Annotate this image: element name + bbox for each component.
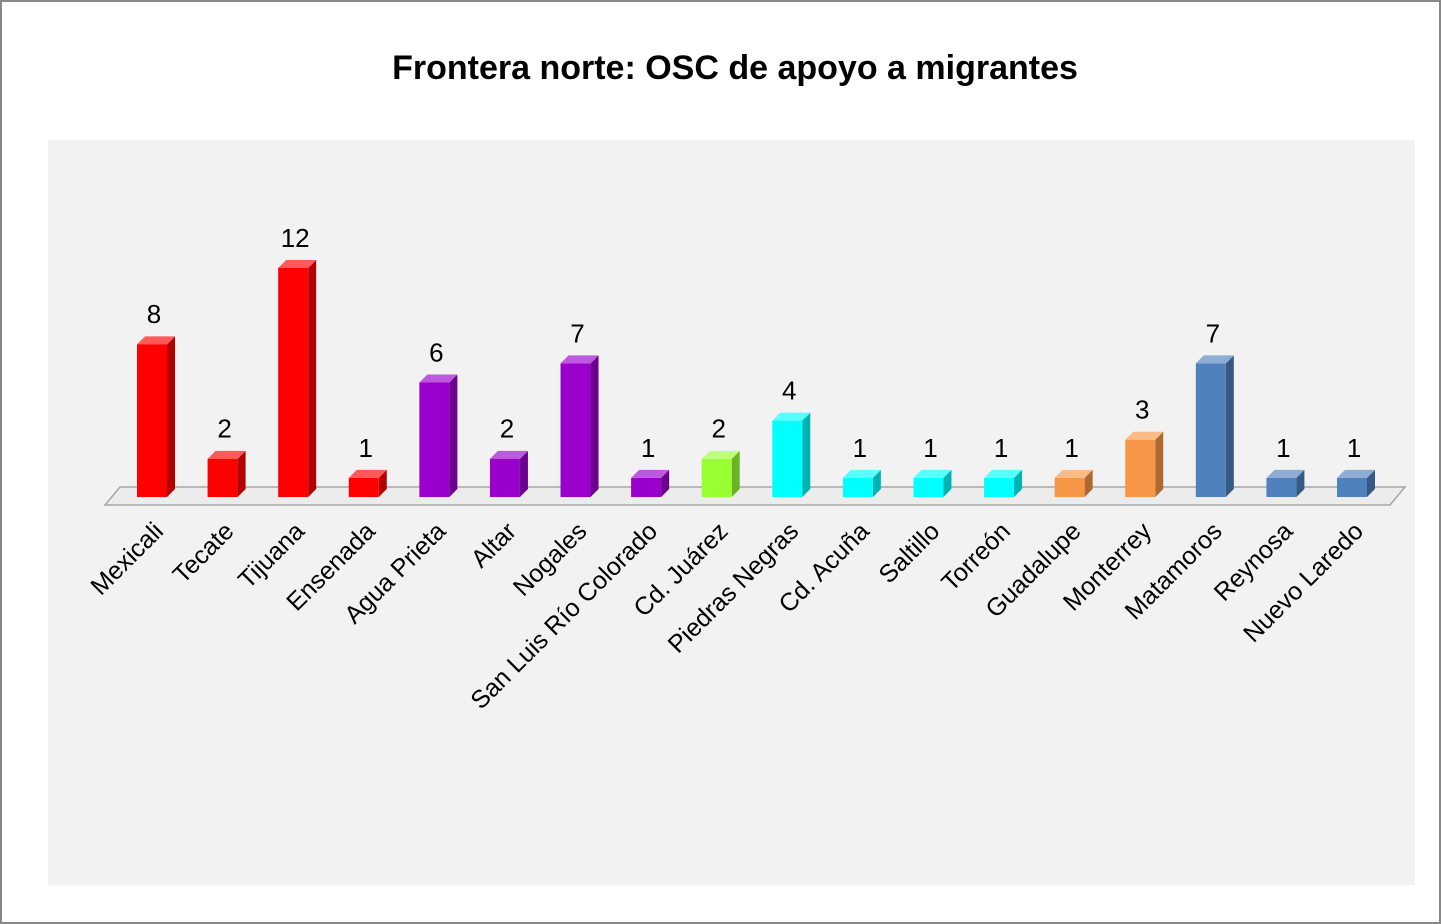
bar-top [278, 260, 317, 268]
bar [842, 477, 873, 497]
value-label: 1 [641, 433, 655, 463]
bar-side [1296, 469, 1305, 497]
value-label: 1 [1064, 433, 1078, 463]
value-label: 2 [217, 414, 231, 444]
value-label: 6 [429, 337, 443, 367]
plot-area [48, 140, 1415, 885]
value-label: 7 [1206, 318, 1220, 348]
bar [701, 458, 732, 497]
bar-side [1367, 469, 1375, 497]
bar [1266, 477, 1297, 497]
value-label: 1 [1276, 433, 1290, 463]
bar [348, 477, 379, 497]
value-label: 8 [147, 299, 161, 329]
value-label: 2 [500, 414, 514, 444]
bar-side [449, 374, 458, 497]
bar-side [1225, 355, 1234, 497]
bar [1125, 439, 1156, 497]
value-label: 3 [1135, 395, 1149, 425]
bar [1195, 363, 1226, 497]
value-label: 1 [923, 433, 937, 463]
bar [137, 344, 167, 497]
bar-side [872, 469, 881, 497]
bar [1337, 477, 1367, 497]
bar-top [207, 450, 246, 459]
chart-title: Frontera norte: OSC de apoyo a migrantes [392, 49, 1078, 87]
value-label: 1 [359, 433, 373, 463]
bar-top [1266, 469, 1305, 478]
bar-side [1155, 431, 1164, 497]
bar-side [731, 450, 740, 497]
bar-top [1195, 355, 1234, 364]
bar [489, 458, 520, 497]
bar-top [631, 469, 670, 478]
bar-top [1054, 469, 1093, 478]
bar-side [802, 412, 811, 497]
bar-top [560, 355, 599, 364]
value-label: 1 [994, 433, 1008, 463]
bar-side [308, 260, 317, 497]
bar-side [237, 450, 246, 497]
value-label: 4 [782, 376, 796, 406]
bar-top [984, 469, 1023, 478]
bar [419, 382, 450, 497]
bar-top [419, 374, 458, 383]
bar-top [348, 469, 387, 478]
bar-side [519, 450, 528, 497]
bar-side [378, 469, 387, 497]
value-label: 1 [1347, 433, 1361, 463]
bar-top [489, 450, 528, 459]
value-label: 12 [281, 223, 310, 253]
bar-top [137, 336, 175, 345]
value-label: 7 [570, 318, 584, 348]
bar-side [1014, 469, 1023, 497]
bar [984, 477, 1015, 497]
bar-side [661, 469, 670, 497]
bar [631, 477, 662, 497]
bar [278, 268, 309, 497]
bar-top [772, 412, 811, 421]
bar-side [943, 469, 952, 497]
bar-side [1084, 469, 1093, 497]
value-label: 1 [853, 433, 867, 463]
bar [772, 420, 803, 497]
bar-top [701, 450, 740, 459]
bar [207, 458, 238, 497]
bar [560, 363, 591, 497]
bar [1054, 477, 1085, 497]
bar [913, 477, 944, 497]
bar-side [590, 355, 599, 497]
value-label: 2 [711, 414, 725, 444]
bar-top [842, 469, 881, 478]
bar-top [1337, 469, 1375, 478]
bar-top [913, 469, 952, 478]
bar-top [1125, 431, 1164, 440]
bar-side [167, 336, 175, 497]
